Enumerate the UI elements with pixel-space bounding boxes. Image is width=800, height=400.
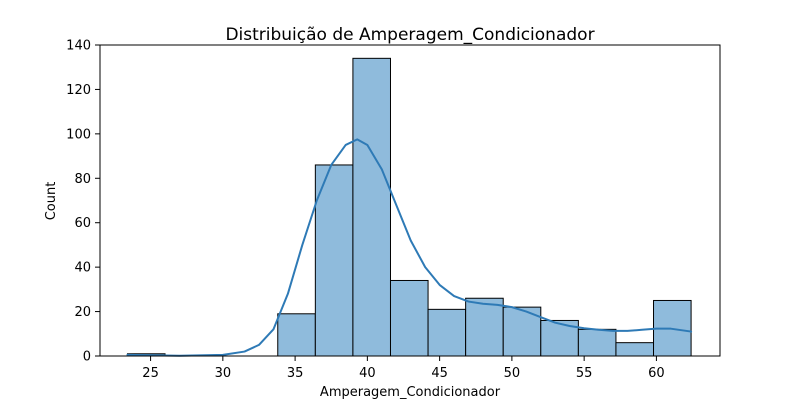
x-tick-label: 50: [504, 366, 521, 381]
kde-group: [126, 138, 693, 357]
x-tick-label: 60: [648, 366, 665, 381]
y-axis-label: Count: [44, 182, 59, 221]
histogram-bar-7: [389, 279, 429, 357]
y-tick-label: 100: [66, 127, 91, 142]
y-tick-label: 60: [74, 216, 91, 231]
histogram-bar-5: [314, 164, 354, 357]
bars-group: [126, 57, 692, 357]
histogram-bar-12: [577, 328, 617, 357]
x-tick-label: 30: [215, 366, 232, 381]
chart-title: Distribuição de Amperagem_Condicionador: [225, 25, 594, 45]
x-tick-label: 25: [142, 366, 159, 381]
x-axis-label: Amperagem_Condicionador: [320, 385, 501, 400]
histogram-bar-13: [615, 342, 655, 357]
x-tick-label: 40: [359, 366, 376, 381]
y-tick-label: 120: [66, 83, 91, 98]
plot-frame: [99, 44, 721, 357]
y-axis: 0 20 40 60 80 100 120 140: [66, 39, 100, 365]
y-tick-label: 0: [83, 350, 91, 365]
x-axis: 25 30 35 40 45 50 55 60: [142, 356, 665, 381]
y-tick-label: 140: [66, 39, 91, 54]
histogram-bar-8: [427, 308, 467, 357]
x-tick-label: 45: [431, 366, 448, 381]
kde-line: [126, 138, 693, 357]
y-tick-label: 80: [74, 172, 91, 187]
x-tick-label: 55: [576, 366, 593, 381]
x-tick-label: 35: [287, 366, 304, 381]
histogram-bar-6: [352, 57, 391, 357]
histogram-bar-4: [277, 313, 316, 357]
y-tick-label: 20: [74, 305, 91, 320]
y-tick-label: 40: [74, 261, 91, 276]
histogram-bar-9: [465, 297, 504, 357]
